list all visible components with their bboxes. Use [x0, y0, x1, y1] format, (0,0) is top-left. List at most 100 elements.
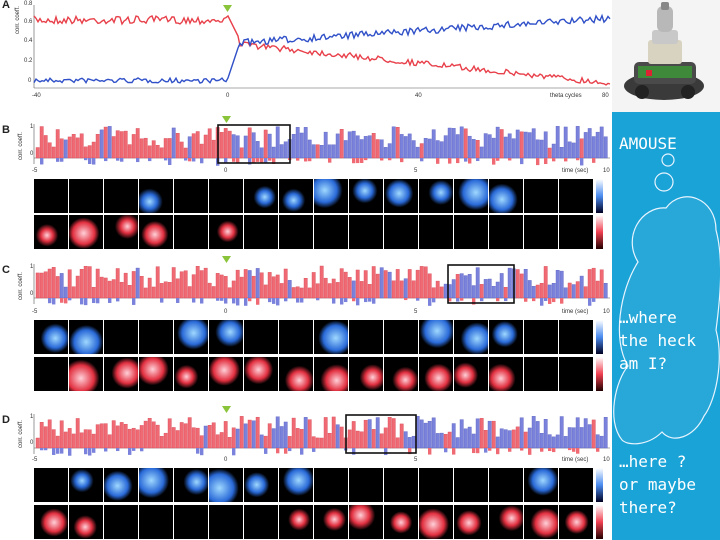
bar-mark	[119, 422, 124, 449]
bar-mark-neg	[132, 298, 136, 305]
bar-mark	[47, 268, 52, 299]
bar-mark	[267, 423, 272, 449]
bar-mark	[139, 138, 144, 159]
bar-mark	[103, 126, 108, 159]
bar-mark	[295, 428, 300, 449]
bar-mark-neg	[544, 158, 548, 165]
bar-mark-neg	[496, 298, 500, 302]
bar-mark	[319, 437, 324, 449]
bar-mark	[567, 427, 572, 449]
image-thumbnail	[279, 357, 313, 391]
bar-mark-neg	[360, 158, 364, 163]
bar-mark-neg	[432, 298, 436, 303]
bar-mark	[579, 275, 584, 299]
thought-text-1: …where the heck am I?	[619, 308, 697, 373]
bar-mark	[563, 126, 568, 159]
bar-mark-neg	[524, 298, 528, 302]
bar-mark-neg	[528, 448, 532, 455]
panel-letter-d: D	[2, 414, 10, 426]
bar-mark	[455, 437, 460, 449]
bar-mark	[219, 432, 224, 449]
image-thumbnail	[349, 468, 383, 502]
bar-mark	[43, 426, 48, 449]
bar-mark	[67, 428, 72, 449]
bar-mark	[523, 131, 528, 159]
bar-mark-neg	[428, 298, 432, 306]
bar-mark	[539, 282, 544, 299]
bar-mark	[307, 419, 312, 449]
bar-mark	[387, 417, 392, 449]
bar-mark-neg	[504, 298, 508, 302]
bar-mark	[207, 425, 212, 449]
bar-mark	[187, 136, 192, 159]
bar-mark	[243, 269, 248, 299]
bar-mark-neg	[132, 448, 136, 451]
bar-mark-neg	[220, 298, 224, 301]
bar-mark	[95, 424, 100, 449]
bar-mark	[483, 430, 488, 449]
bar-mark-neg	[184, 158, 188, 161]
bar-mark-neg	[200, 158, 204, 164]
image-thumbnail	[174, 179, 208, 213]
bar-mark-neg	[408, 448, 412, 455]
bar-mark-neg	[400, 158, 404, 163]
bar-mark	[103, 277, 108, 299]
bar-mark	[599, 269, 604, 299]
bar-mark-neg	[192, 298, 196, 303]
bar-mark	[239, 147, 244, 159]
bar-mark	[447, 127, 452, 159]
bar-mark	[347, 277, 352, 299]
bar-mark	[435, 140, 440, 159]
bar-mark	[595, 280, 600, 299]
bar-mark-neg	[60, 298, 64, 303]
bar-mark	[163, 281, 168, 299]
bar-mark	[55, 276, 60, 299]
panel-d-plot	[33, 406, 610, 456]
bar-mark	[435, 433, 440, 449]
bar-mark	[483, 279, 488, 299]
bar-mark	[99, 276, 104, 299]
bar-mark	[375, 273, 380, 299]
bar-mark	[155, 424, 160, 449]
bar-mark-neg	[416, 298, 420, 301]
bar-mark	[175, 278, 180, 299]
bar-mark	[475, 418, 480, 449]
bar-mark	[259, 272, 264, 299]
panel-a-ytick: 0.2	[24, 58, 33, 64]
bar-mark	[559, 147, 564, 159]
bar-mark	[255, 141, 260, 159]
bar-mark	[591, 136, 596, 159]
image-thumbnail	[139, 320, 173, 354]
bar-mark	[539, 433, 544, 449]
image-thumbnail	[104, 468, 138, 502]
bar-mark-neg	[436, 158, 440, 164]
image-thumbnail	[314, 215, 348, 249]
series-blue-line	[33, 13, 611, 84]
bar-mark	[371, 429, 376, 449]
bar-mark-neg	[552, 448, 556, 453]
image-thumbnail	[104, 320, 138, 354]
bar-mark	[515, 129, 520, 159]
bar-mark-neg	[128, 448, 132, 455]
bar-mark	[127, 428, 132, 449]
bar-mark	[127, 285, 132, 299]
bar-mark	[167, 418, 172, 449]
image-thumbnail	[69, 215, 103, 249]
bar-mark	[467, 135, 472, 159]
bar-mark	[587, 424, 592, 449]
bar-mark	[487, 278, 492, 299]
bar-mark	[135, 267, 140, 299]
bar-mark	[319, 145, 324, 159]
bar-mark	[71, 433, 76, 449]
colorbar	[596, 505, 603, 539]
bar-mark-neg	[224, 298, 228, 304]
bar-mark-neg	[248, 158, 252, 165]
bar-mark	[251, 132, 256, 159]
bar-mark	[271, 146, 276, 159]
bar-mark-neg	[576, 448, 580, 454]
panel-b-xtick-last: 10	[603, 168, 610, 174]
bar-mark	[179, 141, 184, 159]
bar-mark	[439, 286, 444, 299]
bar-mark-neg	[296, 158, 300, 161]
bar-mark	[171, 267, 176, 299]
